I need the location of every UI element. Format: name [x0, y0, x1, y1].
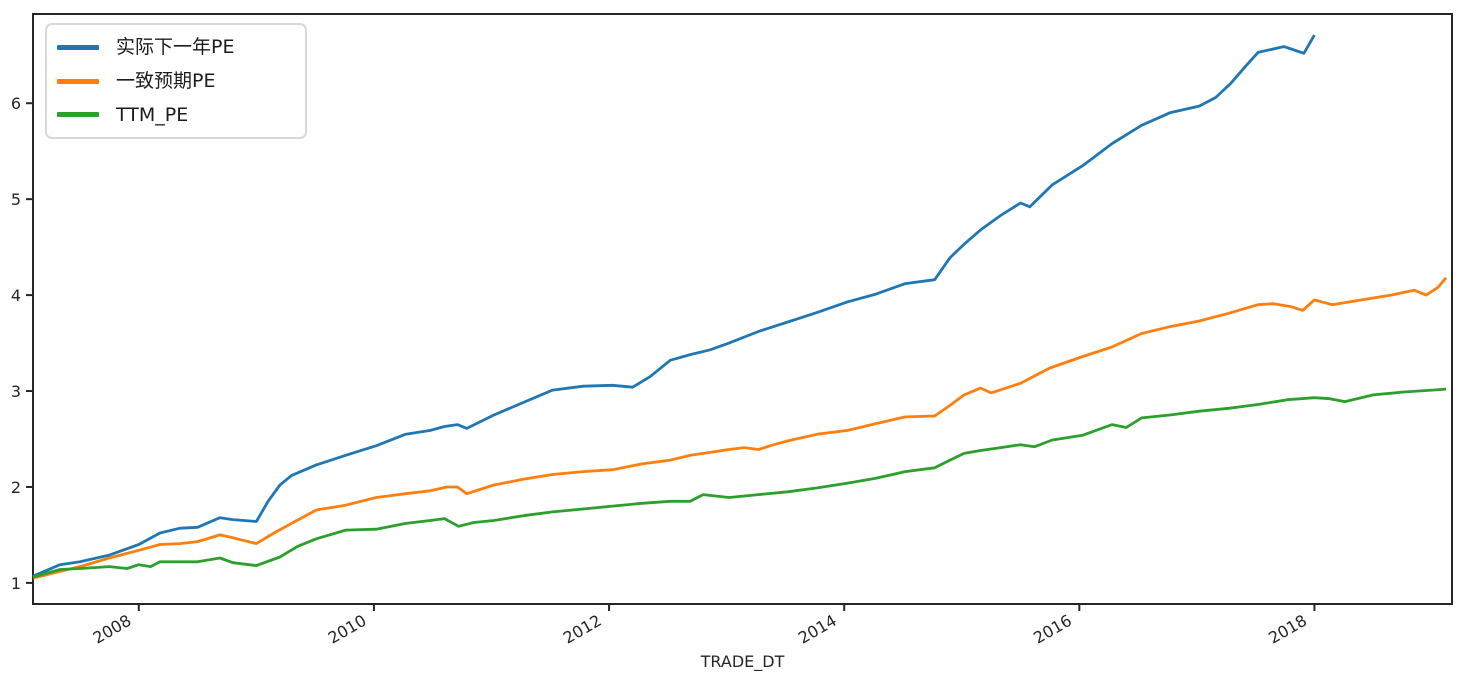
y-tick-label: 2 — [11, 478, 21, 497]
x-tick-label: 2016 — [1030, 611, 1075, 648]
x-tick-label: 2012 — [560, 611, 605, 648]
legend-item: 实际下一年PE — [57, 36, 291, 59]
legend: 实际下一年PE 一致预期PE TTM_PE — [45, 23, 307, 140]
legend-label: 实际下一年PE — [116, 36, 235, 58]
y-tick-label: 4 — [11, 286, 21, 305]
legend-item: 一致预期PE — [57, 70, 291, 93]
x-tick-label: 2008 — [90, 611, 135, 648]
legend-item: TTM_PE — [57, 104, 291, 127]
legend-line-sample-orange — [57, 78, 99, 84]
y-tick-label: 3 — [11, 382, 21, 401]
legend-label: TTM_PE — [116, 103, 189, 126]
series-line-0 — [32, 34, 1316, 578]
series-line-2 — [32, 387, 1447, 579]
y-tick-label: 5 — [11, 190, 21, 209]
y-tick-label: 1 — [11, 574, 21, 593]
plot-border — [32, 13, 1453, 605]
x-tick-label: 2014 — [795, 611, 840, 648]
series-line-1 — [32, 276, 1448, 580]
y-tick-label: 6 — [11, 94, 21, 113]
legend-label: 一致预期PE — [116, 69, 216, 92]
x-axis-label: TRADE_DT — [700, 652, 785, 672]
x-tick-label: 2010 — [325, 611, 370, 648]
legend-line-sample-green — [57, 112, 99, 118]
legend-line-sample-blue — [57, 44, 99, 50]
x-tick-label: 2018 — [1265, 611, 1310, 648]
